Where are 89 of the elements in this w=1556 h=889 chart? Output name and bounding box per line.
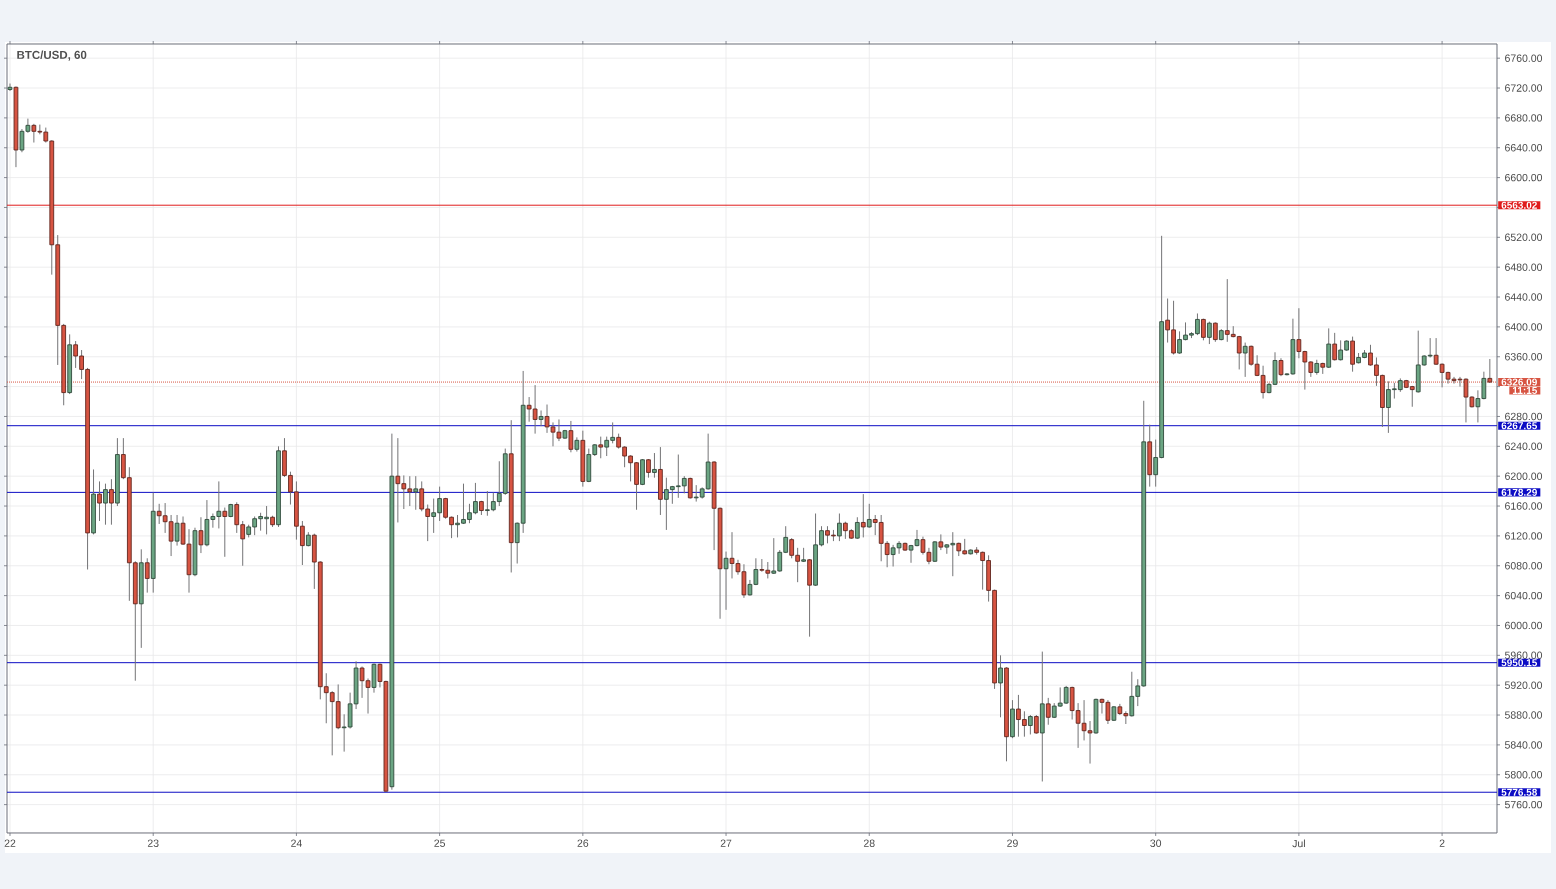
candlestick [634, 461, 639, 511]
candlestick [455, 514, 460, 538]
y-tick-label: 5920.00 [1504, 681, 1543, 689]
x-tick-label: 29 [1007, 839, 1018, 847]
candlestick [1326, 327, 1332, 369]
candlestick [1129, 671, 1135, 718]
y-tick-label: 5760.00 [1504, 800, 1543, 809]
y-tick-label: 6280.00 [1505, 412, 1543, 421]
candlestick [174, 514, 180, 547]
x-tick-label: 30 [1150, 839, 1162, 847]
candlestick [1212, 321, 1218, 343]
candlestick [998, 654, 1003, 718]
ref-line-label: 5950.15 [1501, 659, 1538, 667]
candlestick [1207, 321, 1212, 345]
candlestick [938, 533, 944, 551]
candlestick [837, 513, 842, 542]
candlestick [1350, 336, 1355, 373]
x-tick-label: 24 [291, 839, 302, 847]
candlestick [604, 436, 610, 457]
text: 11:15 [1512, 387, 1538, 394]
candlestick [210, 513, 216, 529]
y-tick-label: 6400.00 [1505, 323, 1543, 331]
y-tick-label: 6040.00 [1505, 591, 1543, 600]
y-tick-label: 6120.00 [1505, 532, 1543, 540]
y-tick-label: 6000.00 [1505, 621, 1543, 630]
y-tick-label: 6640.00 [1505, 144, 1543, 152]
x-tick-label: 25 [434, 839, 446, 847]
candlestick [198, 516, 204, 554]
candlestick [866, 503, 872, 529]
candlestick [1332, 332, 1338, 361]
x-tick-label: 27 [720, 839, 732, 847]
y-tick-label: 6240.00 [1505, 442, 1543, 451]
y-tick-label: 5960.00 [1504, 651, 1543, 660]
ref-line-label: 6178.29 [1501, 488, 1537, 496]
candlestick [568, 420, 574, 453]
candlestick [783, 525, 789, 554]
candlestick [1033, 714, 1039, 735]
x-tick-label: 23 [147, 839, 159, 847]
x-tick-label: 2 [1439, 839, 1445, 847]
candlestick [646, 458, 651, 479]
candlestick [1045, 697, 1051, 726]
y-tick-label: 6080.00 [1505, 562, 1543, 570]
y-tick-label: 6520.00 [1505, 233, 1543, 242]
y-tick-label: 6680.00 [1505, 114, 1543, 122]
y-tick-label: 5800.00 [1504, 771, 1543, 779]
y-tick-label: 6480.00 [1505, 263, 1543, 271]
y-tick-label: 6360.00 [1505, 353, 1543, 361]
y-tick-label: 6440.00 [1505, 293, 1543, 301]
candlestick [854, 516, 860, 540]
candlestick [371, 663, 377, 694]
y-tick-label: 6160.00 [1505, 502, 1543, 510]
ref-line-label: 6326.09 [1501, 378, 1537, 386]
ref-line-label: 6563.02 [1501, 201, 1537, 209]
candlestick [1296, 307, 1302, 359]
ref-line-label: 5776.58 [1501, 788, 1538, 796]
candlestick [598, 436, 604, 459]
y-tick-label: 6600.00 [1505, 173, 1543, 182]
candlestick [240, 520, 246, 567]
candlestick [1242, 342, 1248, 378]
candlestick [723, 551, 729, 611]
candlestick [610, 421, 616, 444]
candlestick [413, 475, 419, 511]
x-tick-label: Jul [1292, 839, 1305, 848]
x-tick-label: 28 [863, 839, 875, 847]
y-tick-label: 5880.00 [1504, 711, 1543, 719]
text: BTC/USD, 60 [17, 50, 87, 61]
x-tick-label: 26 [577, 839, 589, 847]
candlestick [860, 493, 866, 538]
candlestick [222, 507, 228, 558]
candlestick [144, 557, 150, 594]
candlestick [538, 409, 544, 427]
candlestick [461, 483, 466, 525]
y-tick-label: 5840.00 [1504, 741, 1543, 749]
candlestick [19, 128, 25, 153]
ref-line-label: 6267.65 [1501, 422, 1538, 430]
candlestick [97, 480, 102, 522]
candlestick [652, 452, 657, 479]
y-tick-label: 6760.00 [1505, 54, 1543, 62]
candlestick [109, 478, 114, 526]
candlestick [1028, 714, 1033, 735]
y-tick-label: 6200.00 [1505, 472, 1543, 480]
candlestick [216, 480, 222, 529]
candlestick [25, 118, 31, 134]
candlestick [103, 483, 108, 526]
y-tick-label: 6720.00 [1505, 84, 1543, 92]
candlestick [234, 501, 240, 534]
candlestick [395, 437, 401, 523]
x-tick-label: 22 [4, 839, 16, 847]
candlestick [753, 557, 759, 586]
